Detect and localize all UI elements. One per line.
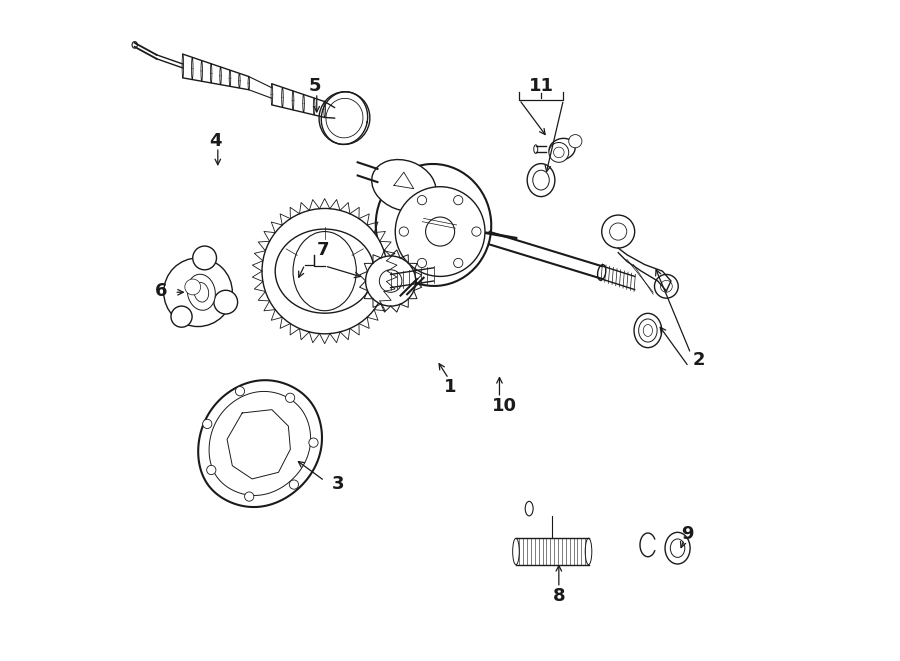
Ellipse shape (598, 264, 606, 280)
Text: 9: 9 (681, 525, 694, 543)
Circle shape (472, 227, 481, 236)
Circle shape (309, 438, 318, 447)
Circle shape (202, 419, 211, 428)
Ellipse shape (670, 539, 685, 557)
Circle shape (262, 208, 387, 334)
Text: 11: 11 (528, 77, 554, 95)
Ellipse shape (527, 164, 555, 196)
Text: 10: 10 (491, 397, 517, 415)
Ellipse shape (534, 145, 537, 153)
Ellipse shape (376, 164, 491, 286)
Ellipse shape (639, 319, 657, 342)
Circle shape (418, 196, 427, 205)
Circle shape (380, 270, 402, 292)
Ellipse shape (372, 159, 436, 212)
Ellipse shape (132, 42, 138, 48)
Text: 7: 7 (317, 241, 329, 259)
Circle shape (207, 465, 216, 475)
Circle shape (365, 256, 416, 306)
Circle shape (245, 492, 254, 501)
Circle shape (602, 215, 634, 248)
Ellipse shape (319, 92, 370, 145)
Circle shape (193, 246, 217, 270)
Circle shape (426, 217, 454, 246)
Ellipse shape (549, 138, 575, 160)
Circle shape (236, 387, 245, 396)
Circle shape (289, 480, 299, 489)
Circle shape (171, 306, 192, 327)
Circle shape (164, 258, 232, 327)
Ellipse shape (665, 532, 690, 564)
Text: 2: 2 (693, 351, 706, 369)
Circle shape (400, 227, 409, 236)
Circle shape (654, 274, 679, 298)
Ellipse shape (194, 282, 209, 302)
Text: 3: 3 (331, 475, 344, 492)
Circle shape (454, 258, 463, 268)
Circle shape (285, 393, 294, 403)
Circle shape (549, 143, 569, 163)
Text: 4: 4 (210, 132, 222, 149)
Ellipse shape (275, 229, 374, 313)
Circle shape (184, 279, 201, 295)
Polygon shape (198, 380, 322, 507)
Text: 1: 1 (444, 377, 456, 395)
Circle shape (454, 196, 463, 205)
Ellipse shape (526, 501, 533, 516)
Circle shape (569, 135, 582, 148)
Circle shape (418, 258, 427, 268)
Ellipse shape (329, 102, 359, 134)
Text: 8: 8 (553, 587, 565, 605)
Ellipse shape (634, 313, 661, 348)
Circle shape (395, 186, 485, 276)
Ellipse shape (585, 538, 592, 564)
Ellipse shape (187, 274, 215, 310)
Circle shape (214, 290, 238, 314)
Text: 6: 6 (155, 282, 167, 300)
Ellipse shape (293, 231, 356, 311)
Text: 5: 5 (309, 77, 321, 95)
Circle shape (554, 147, 564, 158)
Ellipse shape (513, 538, 519, 564)
